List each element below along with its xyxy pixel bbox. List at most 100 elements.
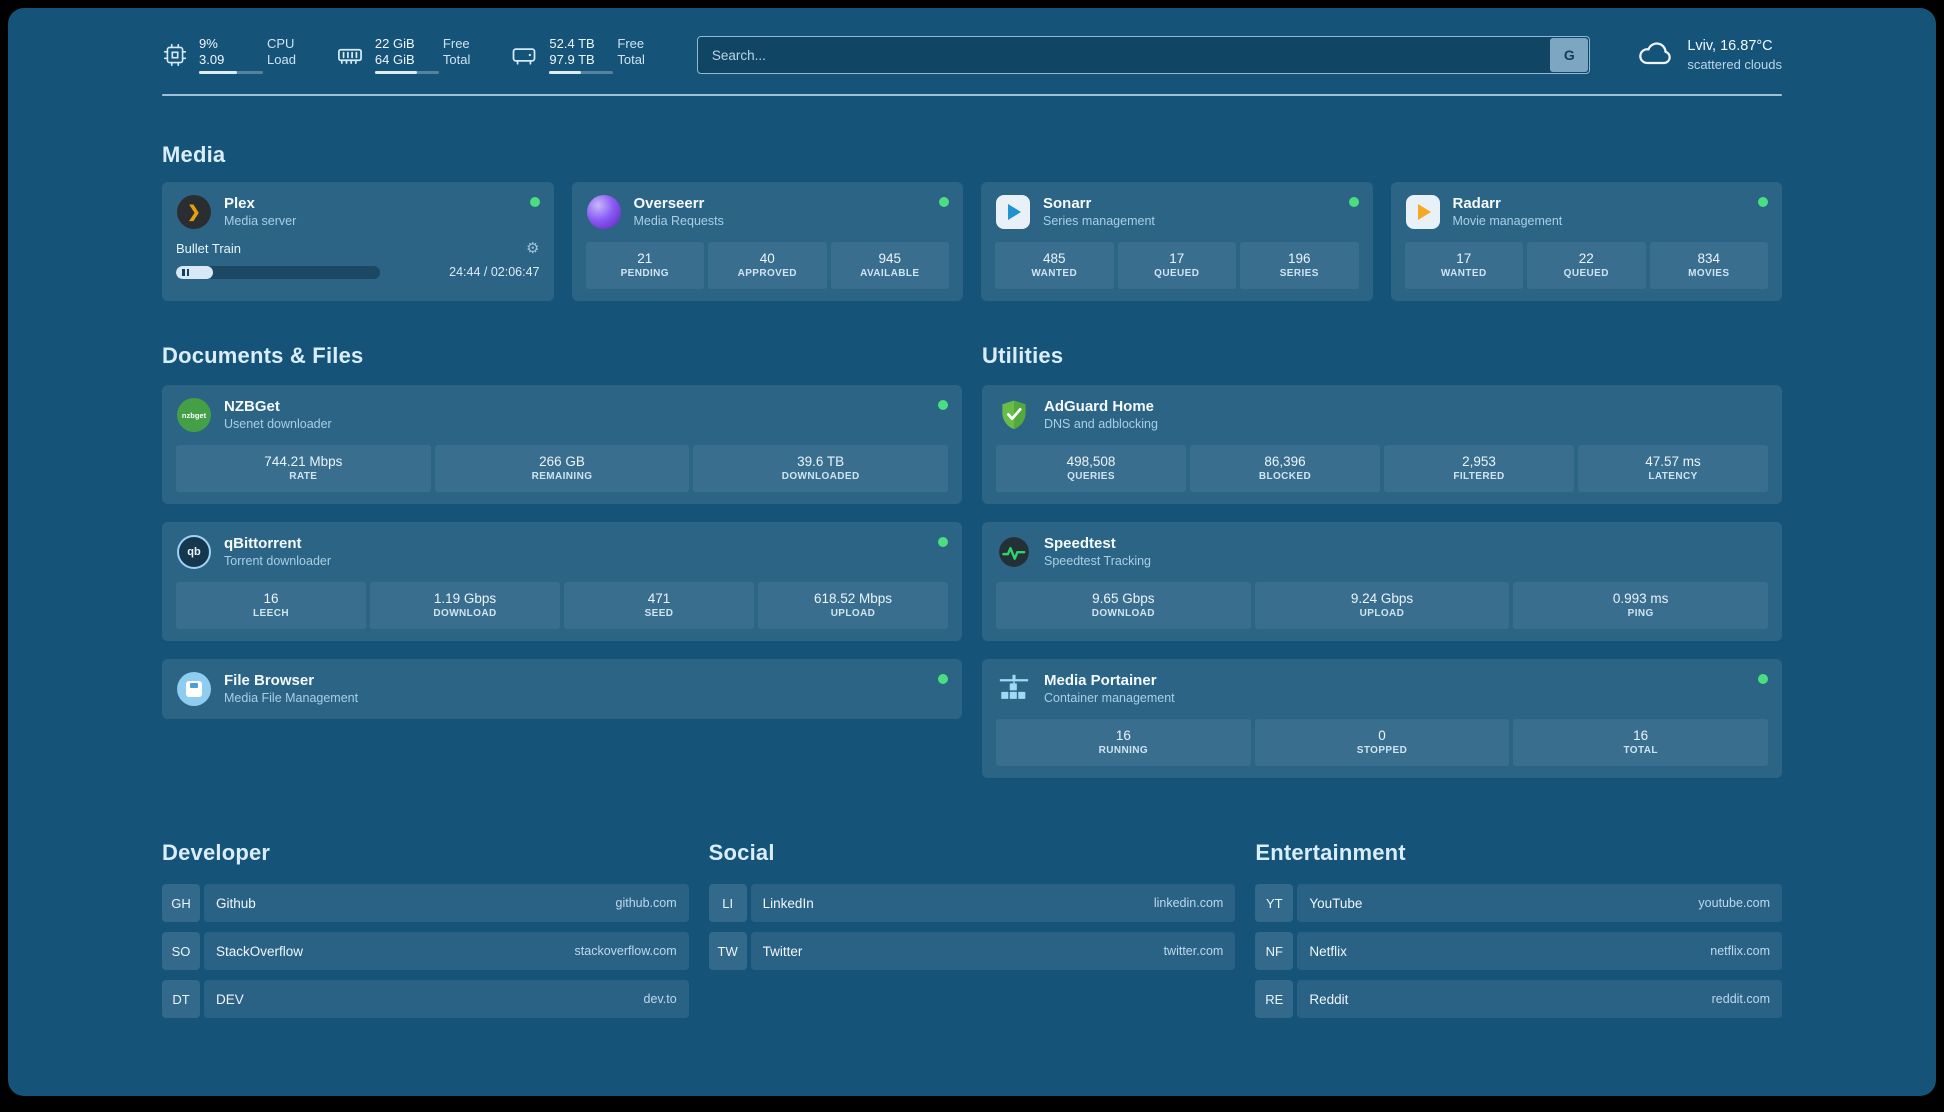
plex-icon — [177, 195, 211, 229]
app-name: qBittorrent — [224, 535, 302, 552]
memory-total-value: 64 GiB — [374, 52, 415, 67]
stat-value: 485 — [1042, 251, 1066, 266]
stat-label: RATE — [289, 471, 318, 482]
stat-value: 834 — [1697, 251, 1721, 266]
bookmarks-entertainment: Entertainment YT YouTube youtube.com NF … — [1255, 840, 1782, 1018]
weather-location: Lviv, 16.87°C — [1687, 38, 1773, 54]
gear-icon[interactable] — [526, 241, 539, 256]
stat-value: 0.993 ms — [1612, 591, 1669, 606]
nzbget-card[interactable]: nzbget NZBGet Usenet downloader 744.21 M… — [162, 385, 962, 504]
stat-tile: 0 STOPPED — [1254, 719, 1510, 766]
sonarr-card[interactable]: Sonarr Series management 485 WANTED 17 Q… — [981, 182, 1373, 301]
search-engine-button[interactable]: G — [1550, 38, 1589, 72]
section-title-documents: Documents & Files — [162, 343, 364, 368]
search-bar: G — [696, 36, 1591, 74]
stat-value: 16 — [263, 591, 279, 606]
stat-tile: 22 QUEUED — [1527, 242, 1646, 289]
bookmarks-developer: Developer GH Github github.com SO StackO… — [162, 840, 689, 1018]
sonarr-icon — [996, 195, 1030, 229]
bookmarks-social: Social LI LinkedIn linkedin.com TW Twitt… — [708, 840, 1236, 1018]
radarr-card[interactable]: Radarr Movie management 17 WANTED 22 QUE… — [1390, 182, 1782, 301]
overseerr-card[interactable]: Overseerr Media Requests 21 PENDING 40 A… — [571, 182, 963, 301]
stat-value: 945 — [878, 251, 902, 266]
stat-value: 9.65 Gbps — [1092, 591, 1155, 606]
app-name: AdGuard Home — [1044, 398, 1155, 415]
bookmark-linkedin[interactable]: LI LinkedIn linkedin.com — [708, 884, 1236, 922]
disk-free-label: Free — [617, 36, 645, 51]
stat-label: DOWNLOAD — [433, 608, 497, 619]
now-playing-title: Bullet Train — [176, 241, 242, 256]
bookmark-url: linkedin.com — [1153, 896, 1224, 910]
stat-value: 0 — [1378, 728, 1386, 743]
disk-usage-bar — [549, 71, 614, 74]
stat-label: QUEUED — [1563, 268, 1609, 279]
app-name: Sonarr — [1043, 195, 1092, 212]
bookmark-netflix[interactable]: NF Netflix netflix.com — [1255, 932, 1782, 970]
search-input[interactable] — [696, 36, 1591, 74]
disk-icon — [510, 36, 538, 74]
app-subtitle: Media File Management — [224, 691, 359, 705]
bookmark-dev[interactable]: DT DEV dev.to — [162, 980, 689, 1018]
bookmark-youtube[interactable]: YT YouTube youtube.com — [1255, 884, 1782, 922]
dashboard: 9% CPU 3.09 Load 22 GiB Free 64 GiB Tota… — [8, 8, 1936, 1096]
stat-label: SEED — [644, 608, 674, 619]
progress-bar[interactable] — [176, 265, 380, 279]
stat-label: WANTED — [1031, 268, 1078, 279]
qbittorrent-card[interactable]: qb qBittorrent Torrent downloader 16 LEE… — [162, 522, 962, 641]
app-subtitle: Movie management — [1452, 214, 1563, 228]
speedtest-card[interactable]: Speedtest Speedtest Tracking 9.65 Gbps D… — [982, 522, 1782, 641]
stat-tile: 16 LEECH — [176, 582, 366, 629]
bookmark-url: stackoverflow.com — [574, 944, 677, 958]
app-name: File Browser — [224, 672, 315, 689]
disk-free-value: 52.4 TB — [549, 36, 595, 51]
stat-value: 16 — [1115, 728, 1131, 743]
stat-value: 2,953 — [1462, 454, 1496, 469]
stat-label: DOWNLOADED — [781, 471, 860, 482]
memory-total-label: Total — [442, 52, 471, 67]
cpu-load-value: 3.09 — [199, 52, 225, 67]
bookmark-stackoverflow[interactable]: SO StackOverflow stackoverflow.com — [162, 932, 689, 970]
app-subtitle: Usenet downloader — [224, 417, 332, 431]
bookmark-github[interactable]: GH Github github.com — [162, 884, 689, 922]
cpu-load-label: Load — [267, 52, 296, 67]
filebrowser-card[interactable]: File Browser Media File Management — [162, 659, 962, 719]
adguard-card[interactable]: AdGuard Home DNS and adblocking 498,508 … — [982, 385, 1782, 504]
bookmark-twitter[interactable]: TW Twitter twitter.com — [708, 932, 1236, 970]
section-title-social: Social — [708, 840, 775, 865]
status-dot — [939, 197, 949, 207]
playback-time: 24:44 / 02:06:47 — [449, 265, 540, 279]
status-dot — [938, 537, 948, 547]
stat-tile: 39.6 TB DOWNLOADED — [693, 445, 948, 492]
bookmark-name: LinkedIn — [762, 895, 814, 911]
plex-card[interactable]: Plex Media server Bullet Train 24:44 / 0… — [162, 182, 554, 301]
app-name: Plex — [224, 195, 255, 212]
app-subtitle: Torrent downloader — [224, 554, 332, 568]
app-subtitle: Container management — [1044, 691, 1175, 705]
stat-label: SERIES — [1279, 268, 1319, 279]
status-dot — [1758, 674, 1768, 684]
stat-label: DOWNLOAD — [1091, 608, 1155, 619]
bookmark-reddit[interactable]: RE Reddit reddit.com — [1255, 980, 1782, 1018]
portainer-card[interactable]: Media Portainer Container management 16 … — [982, 659, 1782, 778]
stat-label: PING — [1627, 608, 1654, 619]
stat-tile: 945 AVAILABLE — [830, 242, 949, 289]
weather-condition: scattered clouds — [1687, 57, 1782, 72]
stat-value: 39.6 TB — [797, 454, 845, 469]
cpu-icon — [162, 36, 188, 74]
stat-value: 618.52 Mbps — [813, 591, 893, 606]
bookmark-url: netflix.com — [1710, 944, 1770, 958]
stat-label: PENDING — [620, 268, 669, 279]
bookmark-name: Netflix — [1309, 943, 1347, 959]
pause-icon[interactable] — [182, 268, 189, 276]
stat-label: LATENCY — [1648, 471, 1698, 482]
stat-tile: 9.65 Gbps DOWNLOAD — [996, 582, 1251, 629]
stat-tile: 744.21 Mbps RATE — [176, 445, 431, 492]
bookmark-name: Github — [216, 895, 256, 911]
stat-label: LEECH — [253, 608, 289, 619]
nzbget-icon: nzbget — [177, 398, 211, 432]
app-subtitle: Series management — [1043, 214, 1155, 228]
bookmark-abbr: NF — [1255, 932, 1294, 970]
memory-free-label: Free — [442, 36, 470, 51]
stat-tile: 618.52 Mbps UPLOAD — [758, 582, 948, 629]
stat-tile: 834 MOVIES — [1649, 242, 1768, 289]
